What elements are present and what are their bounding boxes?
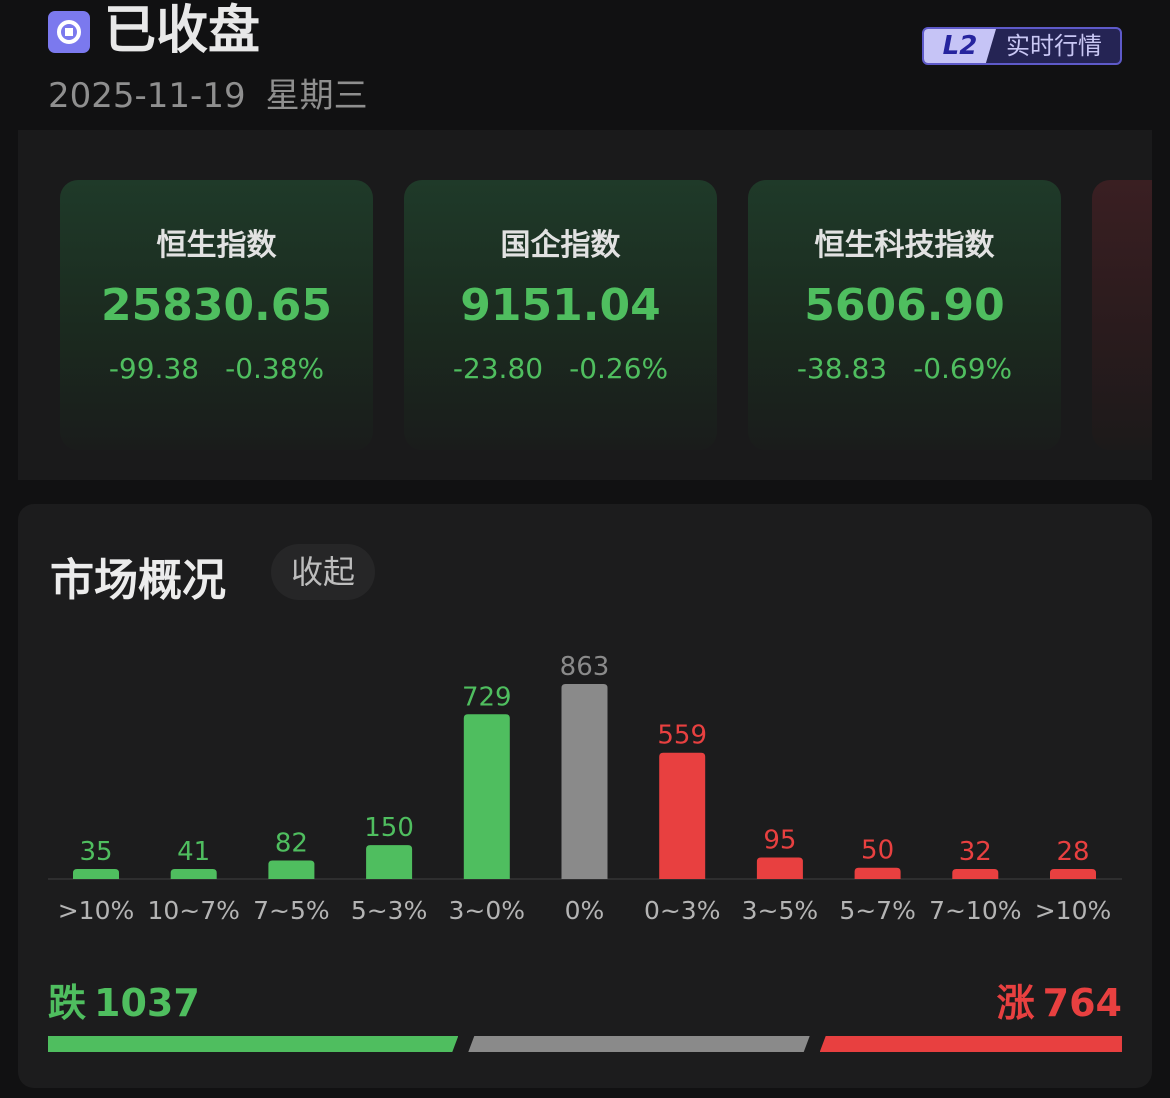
rise-fall-distribution-chart: 35 >10% 41 10~7% 82 7~5% 150 5~3% 729 3~0% 863 0% 55… <box>48 652 1122 925</box>
breadth-bar-advancers <box>819 1036 1122 1052</box>
advancers-label: 涨 <box>996 981 1035 1025</box>
market-closed-icon <box>48 11 90 53</box>
chart-bar <box>659 752 706 879</box>
breadth-bar-unchanged <box>468 1036 809 1052</box>
chart-category-label: >10% <box>1035 896 1112 925</box>
chart-category-label: 5~3% <box>351 896 428 925</box>
chart-bar <box>561 684 608 879</box>
index-value: 5606.90 <box>804 280 1005 331</box>
chart-category-label: 0~3% <box>644 896 721 925</box>
index-change: -23.80 -0.26% <box>404 352 717 385</box>
chart-bar <box>952 869 999 879</box>
chart-value-label: 559 <box>657 721 707 751</box>
index-change: -38.83 -0.69% <box>748 352 1061 385</box>
decliners-total: 跌 1037 <box>48 972 200 1027</box>
chart-bar <box>756 857 803 879</box>
l2-logo: L2 <box>924 29 996 63</box>
chart-value-label: 50 <box>861 836 894 866</box>
index-card-partial[interactable] <box>1092 180 1152 450</box>
index-change-points: -23.80 <box>452 352 544 385</box>
weekday-text: 星期三 <box>265 76 368 116</box>
chart-bar <box>268 860 315 879</box>
chart-category-label: 7~10% <box>929 896 1021 925</box>
index-name: 国企指数 <box>500 228 621 263</box>
chart-category-label: 7~5% <box>253 896 330 925</box>
index-change-percent: -0.26% <box>569 352 669 385</box>
trading-date: 2025-11-19 星期三 <box>48 74 368 118</box>
chart-category-label: 3~5% <box>742 896 819 925</box>
chart-bar <box>366 845 413 879</box>
decliners-label: 跌 <box>48 981 87 1025</box>
chart-value-label: 32 <box>959 837 992 867</box>
market-overview-panel: 市场概况 收起 35 >10% 41 10~7% 82 7~5% 150 5~3% 729 3~0… <box>18 504 1152 1088</box>
index-change-points: -99.38 <box>108 352 200 385</box>
index-value: 25830.65 <box>100 280 333 331</box>
chart-value-label: 35 <box>79 837 112 867</box>
chart-bar <box>854 867 901 879</box>
collapse-button[interactable]: 收起 <box>271 544 375 600</box>
chart-category-label: 0% <box>565 896 605 925</box>
chart-category-label: 5~7% <box>839 896 916 925</box>
index-change-percent: -0.69% <box>913 352 1013 385</box>
chart-value-label: 863 <box>560 652 610 682</box>
chart-bar <box>170 869 217 879</box>
chart-value-label: 95 <box>763 826 796 856</box>
chart-bar <box>1050 869 1096 879</box>
l2-realtime-badge[interactable]: L2 实时行情 <box>922 27 1122 65</box>
breadth-bar-decliners <box>48 1036 458 1052</box>
advancers-total: 涨 764 <box>997 972 1122 1027</box>
chart-bar <box>463 714 510 879</box>
index-value: 9151.04 <box>460 280 661 331</box>
chart-value-label: 41 <box>177 837 210 867</box>
index-name: 恒生指数 <box>156 228 277 263</box>
index-change-percent: -0.38% <box>225 352 325 385</box>
index-card-hscei[interactable]: 国企指数 9151.04 -23.80 -0.26% <box>404 180 717 450</box>
realtime-quotes-label: 实时行情 <box>1006 32 1102 60</box>
chart-category-label: >10% <box>58 896 135 925</box>
chart-value-label: 82 <box>275 828 308 858</box>
chart-bar <box>73 869 119 879</box>
chart-value-label: 28 <box>1056 837 1089 867</box>
chart-value-label: 729 <box>462 682 512 712</box>
index-change-points: -38.83 <box>796 352 888 385</box>
market-overview-title: 市场概况 <box>50 555 226 606</box>
chart-category-label: 3~0% <box>449 896 526 925</box>
index-card-hstech[interactable]: 恒生科技指数 5606.90 -38.83 -0.69% <box>748 180 1061 450</box>
decliners-count: 1037 <box>94 981 200 1025</box>
date-text: 2025-11-19 <box>48 76 246 116</box>
index-change: -99.38 -0.38% <box>60 352 373 385</box>
chart-value-label: 150 <box>364 813 414 843</box>
market-status-title: 已收盘 <box>104 1 261 61</box>
index-cards-panel: 恒生指数 25830.65 -99.38 -0.38% 国企指数 9151.04 … <box>18 130 1152 480</box>
chart-category-label: 10~7% <box>147 896 239 925</box>
index-name: 恒生科技指数 <box>814 228 995 263</box>
index-card-hsi[interactable]: 恒生指数 25830.65 -99.38 -0.38% <box>60 180 373 450</box>
advancers-count: 764 <box>1042 981 1122 1025</box>
